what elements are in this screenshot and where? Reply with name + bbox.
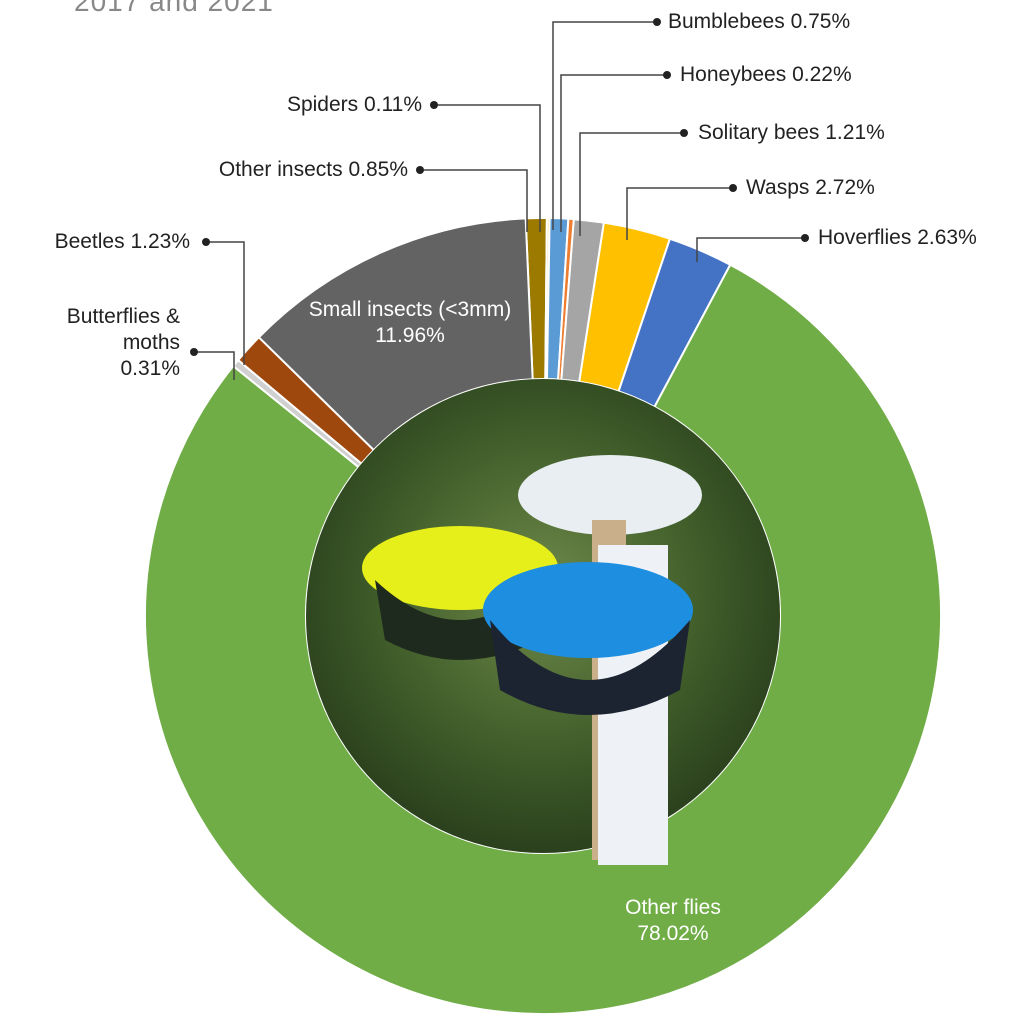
label: Beetles 1.23% — [55, 229, 190, 255]
category: Butterflies & moths — [66, 305, 180, 354]
label: Spiders 0.11% — [287, 92, 422, 118]
category: Small insects (<3mm) — [308, 298, 512, 321]
category: Other flies — [625, 896, 721, 919]
value-label: 0.31% — [120, 357, 180, 380]
leader-dots — [190, 18, 809, 356]
value-label: 0.85% — [348, 158, 408, 181]
category: Other insects — [218, 158, 343, 181]
leader-line — [194, 351, 235, 380]
label: Bumblebees 0.75% — [668, 9, 850, 35]
category: Beetles — [54, 230, 125, 253]
value-label: 2.72% — [815, 176, 875, 199]
value-label: 0.11% — [364, 93, 422, 116]
category: Solitary bees — [698, 121, 820, 144]
value-label: 1.23% — [130, 230, 190, 253]
category: Honeybees — [680, 63, 787, 86]
leader-line — [420, 169, 528, 232]
label: Other flies 78.02% — [573, 895, 773, 947]
value-label: 1.21% — [825, 121, 885, 144]
leader-line — [552, 21, 657, 230]
label: Hoverflies 2.63% — [818, 225, 977, 251]
leader-line — [696, 237, 805, 262]
leader-line — [579, 132, 684, 236]
label: Small insects (<3mm) 11.96% — [305, 297, 515, 349]
value-label: 0.75% — [790, 10, 851, 33]
leader-line — [560, 74, 667, 232]
label: Butterflies & moths 0.31% — [62, 304, 180, 382]
label: Solitary bees 1.21% — [698, 120, 885, 146]
leader-line — [434, 104, 541, 232]
label: Wasps 2.72% — [746, 175, 875, 201]
value-label: 2.63% — [917, 226, 977, 249]
leader-line — [206, 241, 245, 365]
label: Other insects 0.85% — [219, 157, 408, 183]
category: Spiders — [286, 93, 359, 116]
center-photo — [306, 379, 780, 865]
value-label: 0.22% — [792, 63, 852, 86]
subtitle: 2017 and 2021 — [74, 0, 274, 17]
leader-line — [626, 187, 733, 240]
value-label: 11.96% — [375, 324, 445, 347]
category: Wasps — [746, 176, 810, 199]
category: Bumblebees — [668, 10, 785, 33]
category: Hoverflies — [818, 226, 912, 249]
label: Honeybees 0.22% — [680, 62, 852, 88]
value-label: 78.02% — [637, 922, 709, 945]
